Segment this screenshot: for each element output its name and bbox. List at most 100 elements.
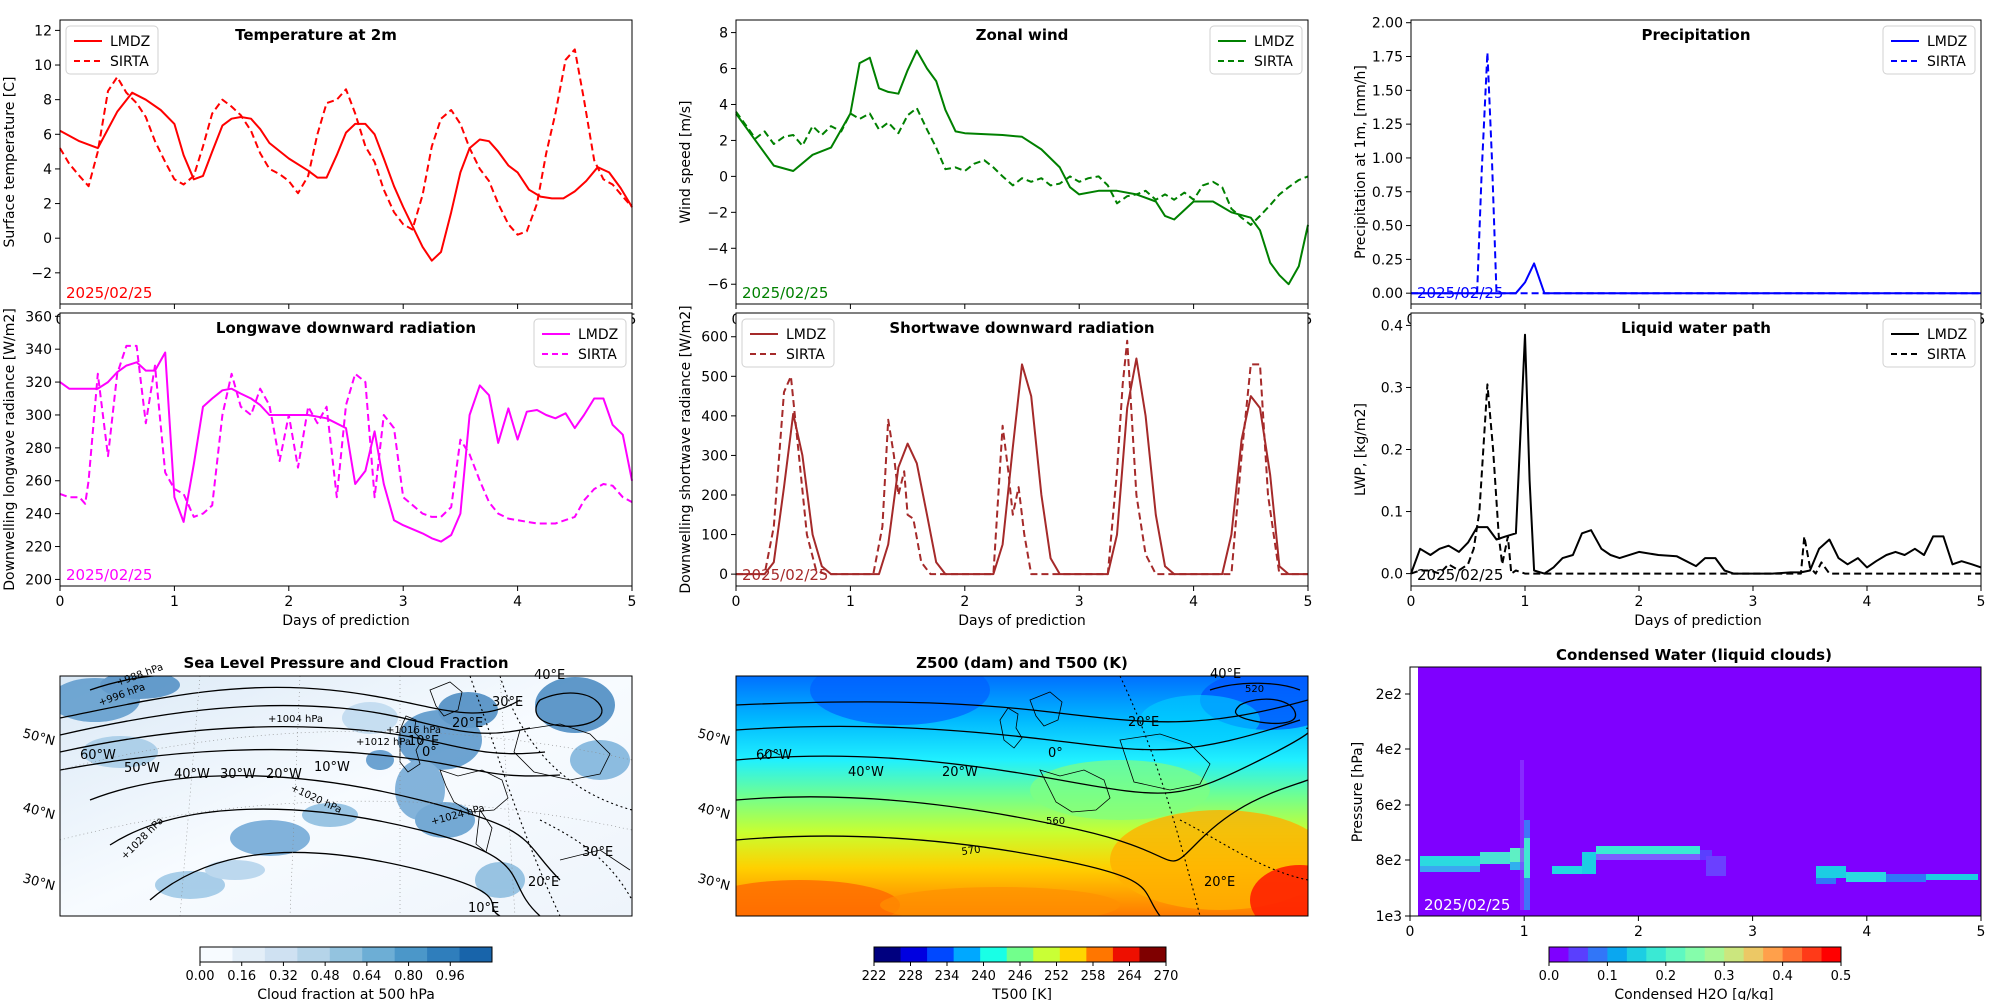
temperature-at-2m-ytick-label: 10 [34, 58, 52, 74]
svg-text:+1004 hPa: +1004 hPa [268, 714, 323, 725]
svg-text:520: 520 [1245, 684, 1264, 695]
t500-k-segment [1112, 947, 1140, 962]
precipitation-ytick-label: 0.25 [1372, 252, 1403, 268]
shortwave-downward-radiation-ylabel: Downwelling shortwave radiance [W/m2] [678, 305, 694, 593]
svg-text:40°E: 40°E [534, 668, 565, 683]
svg-text:40°W: 40°W [174, 767, 210, 782]
t500-k-segment [1033, 947, 1061, 962]
condensed-water-xtick-label: 3 [1748, 924, 1757, 940]
condensed-h2o-g-kg-segment [1646, 947, 1667, 962]
longwave-downward-radiation-legend-label-sirta: SIRTA [578, 347, 617, 363]
svg-text:50°N: 50°N [21, 726, 57, 749]
longwave-downward-radiation-series-sirta [59, 344, 633, 525]
precipitation-frame [1410, 19, 1982, 305]
zonal-wind-ytick-label: −4 [707, 241, 728, 257]
condensed-h2o-g-kg-tick-label: 0.5 [1831, 969, 1852, 984]
condensed-h2o-g-kg-segment [1568, 947, 1589, 962]
longwave-downward-radiation-xtick-label: 4 [513, 594, 522, 610]
condensed-h2o-g-kg-segment [1626, 947, 1647, 962]
longwave-downward-radiation-date: 2025/02/25 [66, 566, 152, 584]
zonal-wind-series-lmdz [735, 49, 1309, 286]
shortwave-downward-radiation-ytick-label: 500 [701, 369, 728, 385]
shortwave-downward-radiation-xtick-label: 1 [846, 594, 855, 610]
condensed-water-xtick-label: 4 [1862, 924, 1871, 940]
slp-lon-labels: 60°W 50°W 40°W 30°W 20°W 10°W 0° 10°E 20… [80, 668, 613, 916]
cloud-fraction-at-500-hpa-segment [459, 947, 493, 962]
longwave-downward-radiation-ytick-label: 280 [25, 441, 52, 457]
shortwave-downward-radiation-legend-label-sirta: SIRTA [786, 347, 825, 363]
condensed-h2o-g-kg-tick-label: 0.4 [1772, 969, 1793, 984]
zonal-wind-ytick-label: 0 [719, 169, 728, 185]
t500-k-tick-label: 252 [1044, 969, 1069, 984]
condensed-water-ytick-label: 4e2 [1376, 742, 1402, 758]
svg-text:50°N: 50°N [696, 726, 732, 749]
zonal-wind-ytick-label: −2 [707, 205, 728, 221]
t500-k-segment [980, 947, 1008, 962]
liquid-water-path-ylabel: LWP, [kg/m2] [1353, 403, 1369, 496]
condensed-water-panel: Condensed Water (liquid clouds) 0 1 2 3 4 5 [1350, 646, 1985, 940]
slp-dotted [469, 676, 632, 916]
slp-lat-labels: 50°N 40°N 30°N [21, 726, 57, 894]
condensed-h2o-g-kg-segment [1782, 947, 1803, 962]
condensed-water-ytick-label: 8e2 [1376, 853, 1402, 869]
condensed-water-ytick-label: 6e2 [1376, 798, 1402, 814]
precipitation-ytick-label: 1.50 [1372, 83, 1403, 99]
cloud-fraction-at-500-hpa-tick-label: 0.48 [311, 969, 340, 984]
precipitation-ytick-label: 1.00 [1372, 151, 1403, 167]
condensed-water-xtick-label: 0 [1406, 924, 1415, 940]
precipitation-legend-label-lmdz: LMDZ [1927, 34, 1967, 50]
precipitation-series-sirta [1411, 51, 1981, 295]
precipitation-ytick-label: 0.50 [1372, 219, 1403, 235]
shortwave-downward-radiation-xtick-label: 5 [1304, 594, 1313, 610]
t500-k-tick-label: 228 [898, 969, 923, 984]
temperature-at-2m-legend-label-sirta: SIRTA [110, 54, 149, 70]
precipitation-legend-label-sirta: SIRTA [1927, 54, 1966, 70]
temperature-at-2m-date: 2025/02/25 [66, 284, 152, 302]
coastlines [399, 681, 631, 871]
condensed-water-ylabel: Pressure [hPa] [1350, 742, 1366, 842]
zonal-wind-ytick-label: 4 [719, 97, 728, 113]
condensed-h2o-colorbar-label: Condensed H2O [g/kg] [1614, 987, 1773, 1000]
svg-text:30°E: 30°E [492, 695, 523, 710]
condensed-water-axes: 0 1 2 3 4 5 2e2 4e2 6e2 8e2 1e3 [1376, 687, 1986, 940]
cloud-fraction-at-500-hpa-tick-label: 0.16 [227, 969, 256, 984]
precipitation-ytick-label: 1.25 [1372, 117, 1403, 133]
t500-k-tick-label: 234 [935, 969, 960, 984]
svg-text:30°E: 30°E [582, 845, 613, 860]
zonal-wind-series-sirta [735, 107, 1309, 226]
condensed-h2o-g-kg-segment [1685, 947, 1706, 962]
liquid-water-path-ytick-label: 0.3 [1381, 380, 1403, 396]
cloud-fraction-at-500-hpa-segment [200, 947, 233, 962]
shortwave-downward-radiation-xtick-label: 3 [1075, 594, 1084, 610]
svg-text:10°E: 10°E [468, 901, 499, 916]
z500-contours [736, 682, 1308, 916]
longwave-downward-radiation-ytick-label: 240 [25, 507, 52, 523]
cloud-fraction-at-500-hpa-segment [232, 947, 266, 962]
cloud-fraction-at-500-hpa-segment [264, 947, 298, 962]
svg-text:560: 560 [1046, 816, 1065, 827]
condensed-h2o-g-kg-segment [1587, 947, 1608, 962]
temperature-at-2m-ytick-label: 8 [43, 93, 52, 109]
cloud-fraction-at-500-hpa-segment [394, 947, 428, 962]
xlabel-shortwave: Days of prediction [958, 613, 1086, 629]
condensed-water-ytick-label: 1e3 [1376, 909, 1402, 925]
svg-text:20°E: 20°E [1128, 715, 1159, 730]
temperature-at-2m-ytick-label: 6 [43, 127, 52, 143]
xlabel-longwave: Days of prediction [282, 613, 410, 629]
svg-text:10°E: 10°E [408, 734, 439, 749]
condensed-h2o-g-kg-tick-label: 0.3 [1714, 969, 1735, 984]
longwave-panel: 0 1 2 3 4 5 200 220 240 260 280 300 320 340 360 Downwel… [2, 308, 636, 610]
precipitation-panel: 0123450.000.250.500.751.001.251.501.752.… [1353, 16, 1985, 328]
svg-text:30°N: 30°N [696, 871, 732, 894]
condensed-h2o-g-kg-segment [1802, 947, 1823, 962]
temperature-at-2m-ytick-label: 2 [43, 197, 52, 213]
precipitation-ytick-label: 1.75 [1372, 50, 1403, 66]
liquid-water-path-ytick-label: 0.2 [1381, 443, 1403, 459]
svg-text:40°W: 40°W [848, 765, 884, 780]
t500-k-segment [1059, 947, 1087, 962]
cloud-fraction-at-500-hpa-segment [362, 947, 396, 962]
shortwave-downward-radiation-date: 2025/02/25 [742, 566, 828, 584]
slp-isobars [60, 676, 603, 916]
shortwave-downward-radiation-xtick-label: 0 [732, 594, 741, 610]
